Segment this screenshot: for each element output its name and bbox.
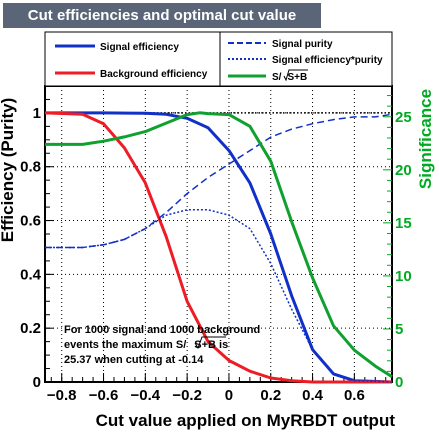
y-tick-label-0: 0 bbox=[33, 374, 41, 391]
x-tick-label-0: −0.8 bbox=[47, 387, 77, 404]
legend-left: Signal efficiency Background efficiency bbox=[44, 31, 221, 87]
legend-signal-eff-label: Signal efficiency bbox=[100, 42, 179, 53]
legend-right: Signal purity Signal efficiency*purity S… bbox=[219, 31, 393, 87]
legend-background-eff-label: Background efficiency bbox=[100, 69, 208, 80]
annotation-line-2-sqrt: S+B bbox=[194, 339, 216, 351]
y2-tick-label-2: 10 bbox=[395, 268, 412, 285]
legend-effpurity-label: Signal efficiency*purity bbox=[272, 55, 383, 66]
legend-significance-sqrt: S+B bbox=[287, 72, 307, 83]
series-line-1 bbox=[44, 111, 392, 384]
y-tick-label-1: 0.2 bbox=[20, 320, 41, 337]
x-tick-label-4: 0 bbox=[225, 387, 233, 404]
annotation: For 1000 signal and 1000 background even… bbox=[64, 324, 260, 366]
series-line-4 bbox=[45, 111, 393, 378]
x-tick-label-1: −0.6 bbox=[89, 387, 119, 404]
y-tick-labels: 0 0.2 0.4 0.6 0.8 1 bbox=[20, 105, 42, 391]
annotation-line-2-suffix: is bbox=[216, 339, 228, 351]
y2-tick-label-4: 20 bbox=[395, 162, 412, 179]
annotation-line-2: events the maximum S/S+B is bbox=[64, 339, 228, 351]
legend-significance-label: S/S+B bbox=[272, 72, 307, 83]
annotation-line-3: 25.37 when cutting at -0.14 bbox=[64, 354, 204, 366]
annotation-line-1: For 1000 signal and 1000 background bbox=[64, 324, 260, 336]
legend-sqrt-sign bbox=[283, 69, 308, 82]
legend-purity-label: Signal purity bbox=[272, 39, 333, 50]
x-tick-label-7: 0.6 bbox=[344, 387, 365, 404]
x-tick-label-2: −0.4 bbox=[131, 387, 161, 404]
y2-tick-labels: 0 5 10 15 20 25 bbox=[395, 109, 412, 391]
legend-significance-prefix: S/ bbox=[272, 72, 282, 83]
x-axis-title: Cut value applied on MyRBDT output bbox=[96, 411, 396, 430]
y2-tick-label-1: 5 bbox=[395, 321, 403, 338]
y2-tick-label-5: 25 bbox=[395, 109, 412, 126]
y2-tick-label-0: 0 bbox=[395, 374, 403, 391]
x-tick-labels: −0.8 −0.6 −0.4 −0.2 0 0.2 0.4 0.6 bbox=[47, 387, 365, 404]
annotation-line-2-prefix: events the maximum S/ bbox=[64, 339, 186, 351]
y-tick-label-5: 1 bbox=[33, 105, 41, 122]
grid-lines bbox=[45, 86, 392, 382]
y-tick-label-4: 0.8 bbox=[20, 159, 41, 176]
series-line-3 bbox=[45, 209, 393, 383]
series-line-2 bbox=[45, 113, 393, 249]
data-curves bbox=[44, 111, 393, 384]
x-tick-label-5: 0.2 bbox=[260, 387, 281, 404]
y-tick-label-3: 0.6 bbox=[20, 213, 41, 230]
y2-axis-title: Significance bbox=[416, 89, 435, 189]
x-tick-label-6: 0.4 bbox=[302, 387, 324, 404]
y-tick-label-2: 0.4 bbox=[20, 266, 42, 283]
x-tick-label-3: −0.2 bbox=[172, 387, 202, 404]
annotation-sqrt-sign bbox=[194, 336, 226, 350]
y2-tick-label-3: 15 bbox=[395, 215, 412, 232]
plot-frame bbox=[44, 85, 393, 383]
plot-title: Cut efficiencies and optimal cut value bbox=[3, 3, 321, 28]
y-axis-title: Efficiency (Purity) bbox=[0, 98, 17, 243]
legend-left-box bbox=[44, 31, 221, 87]
